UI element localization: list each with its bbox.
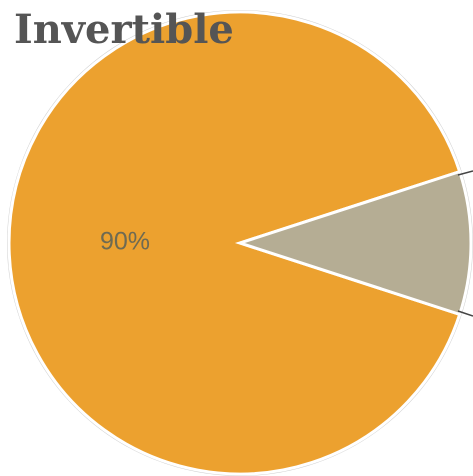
pie-slice: [7, 10, 462, 476]
chart-title: Invertible: [14, 6, 234, 53]
pie-slice: [235, 169, 473, 317]
leader-line: [457, 310, 473, 317]
leader-line: [457, 170, 473, 176]
data-label: 90%: [100, 228, 150, 256]
pie: 90%: [7, 10, 473, 476]
